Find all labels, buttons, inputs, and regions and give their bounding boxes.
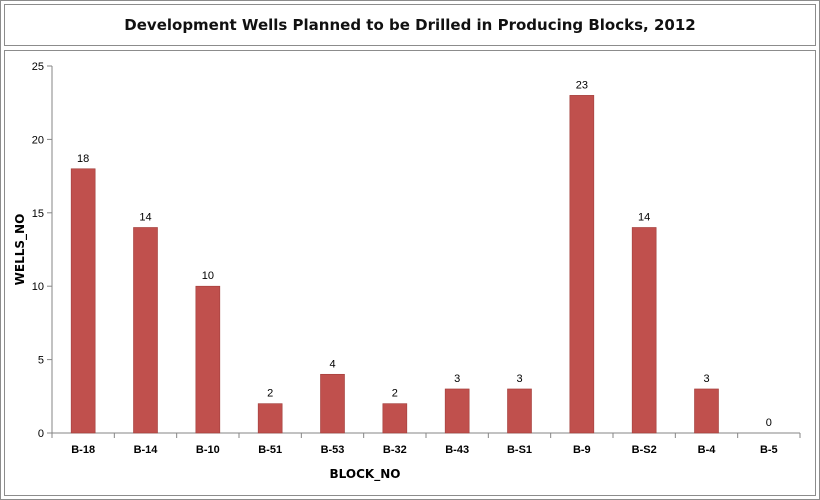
- x-tick-label: B-18: [71, 444, 95, 456]
- y-tick-label: 15: [32, 208, 44, 220]
- data-label: 10: [202, 270, 214, 282]
- x-tick-label: B-14: [134, 444, 159, 456]
- x-tick-label: B-10: [196, 444, 220, 456]
- x-tick-label: B-43: [445, 444, 469, 456]
- data-label: 2: [392, 388, 398, 400]
- bar: [569, 95, 595, 434]
- x-axis-title: BLOCK_NO: [330, 467, 401, 482]
- bar: [444, 388, 470, 434]
- bar: [631, 227, 657, 434]
- bar: [320, 373, 345, 434]
- data-label: 4: [329, 358, 335, 370]
- data-label: 3: [703, 373, 709, 385]
- data-label: 2: [267, 388, 273, 400]
- x-tick-label: B-S1: [507, 444, 532, 456]
- y-tick-label: 25: [32, 61, 44, 73]
- data-label: 23: [576, 79, 588, 91]
- x-tick-label: B-51: [258, 444, 282, 456]
- y-tick-label: 20: [32, 134, 44, 146]
- bar: [133, 227, 158, 434]
- x-tick-label: B-5: [760, 444, 778, 456]
- y-tick-label: 10: [32, 281, 44, 293]
- y-axis-title: WELLS_NO: [13, 214, 28, 286]
- data-label: 14: [638, 211, 650, 223]
- x-tick-label: B-53: [321, 444, 345, 456]
- bar: [195, 285, 221, 434]
- bar: [382, 403, 408, 434]
- bar: [507, 388, 532, 434]
- data-label: 3: [454, 373, 460, 385]
- chart-title-box: Development Wells Planned to be Drilled …: [4, 4, 816, 46]
- y-tick-label: 0: [38, 428, 44, 440]
- x-tick-label: B-9: [573, 444, 591, 456]
- data-label: 14: [139, 211, 151, 223]
- data-label: 0: [766, 417, 772, 429]
- x-tick-label: B-32: [383, 444, 407, 456]
- x-tick-label: B-S2: [632, 444, 657, 456]
- bar: [70, 168, 96, 434]
- bar: [694, 388, 719, 434]
- x-tick-label: B-4: [698, 444, 717, 456]
- axes: [47, 65, 801, 438]
- labels: 0510152025B-1818B-1414B-1010B-512B-534B-…: [32, 61, 778, 456]
- bars: [70, 95, 719, 434]
- bar: [257, 403, 283, 434]
- data-label: 18: [77, 153, 89, 165]
- y-tick-label: 5: [38, 355, 44, 367]
- data-label: 3: [516, 373, 522, 385]
- chart-title: Development Wells Planned to be Drilled …: [124, 16, 696, 34]
